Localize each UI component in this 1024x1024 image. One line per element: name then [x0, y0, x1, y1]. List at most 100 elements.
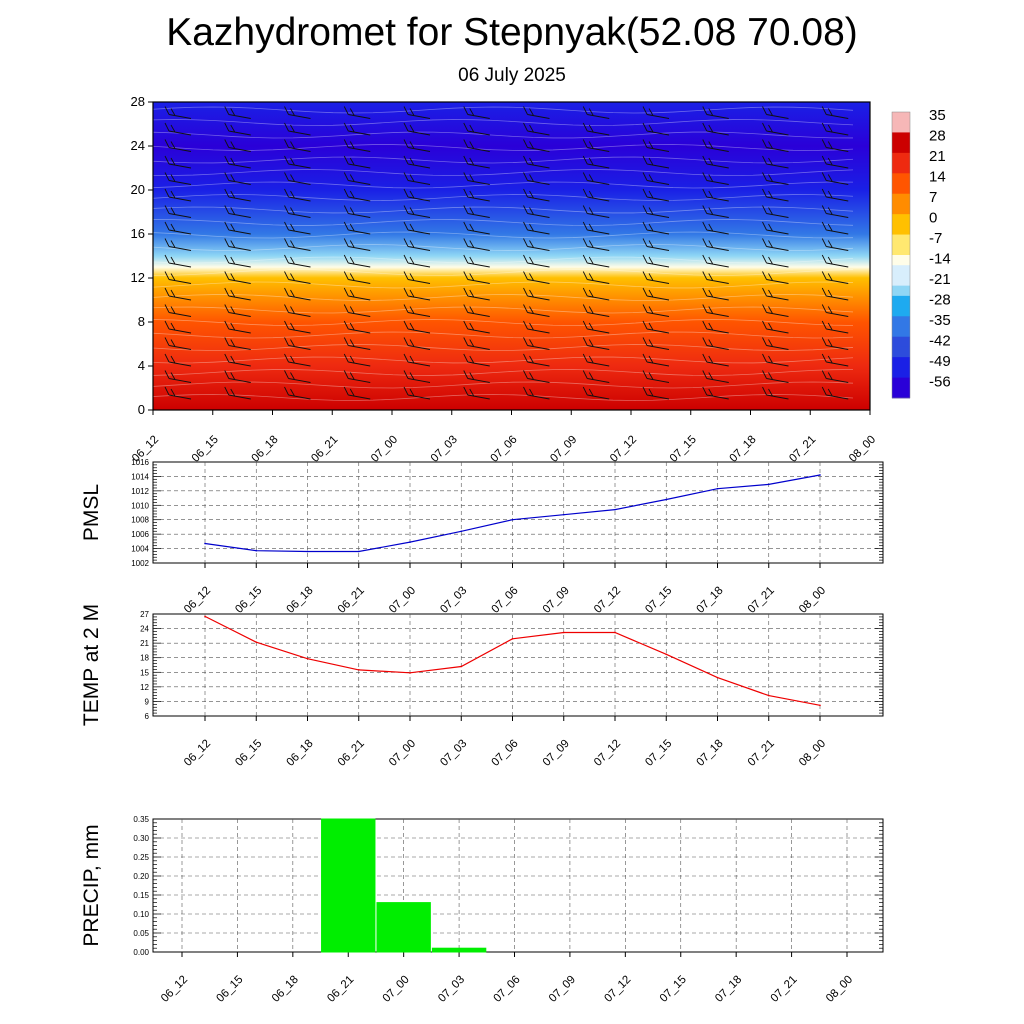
wind-barb: [582, 188, 610, 202]
wind-barb: [164, 386, 192, 400]
contour-line: [152, 244, 854, 251]
wind-barb: [343, 188, 371, 202]
colorbar-swatch: [892, 387, 910, 399]
wind-barb: [463, 205, 490, 218]
wind-barb: [284, 238, 311, 251]
pmsl-point: [409, 541, 411, 543]
contour-line: [152, 194, 854, 201]
wind-barb: [463, 386, 490, 400]
wind-barb: [284, 205, 311, 218]
wind-barb: [582, 370, 610, 383]
colorbar-swatch: [892, 132, 910, 144]
wind-barb: [403, 188, 431, 202]
contour-line: [152, 381, 854, 389]
wind-barb: [224, 122, 251, 136]
y-tick-label: 1010: [131, 501, 149, 510]
wind-barb: [762, 106, 789, 119]
wind-barb: [463, 122, 490, 136]
wind-barb: [762, 205, 789, 218]
x-tick-label: 07_03: [438, 738, 469, 769]
x-tick-label: 06_21: [336, 585, 367, 616]
wind-barb: [821, 320, 849, 334]
y-tick-label: 4: [138, 358, 145, 373]
wind-barb: [821, 221, 849, 235]
y-tick-label: 6: [145, 712, 150, 721]
wind-barb: [224, 337, 251, 350]
contour-line: [152, 169, 854, 176]
colorbar-label: 14: [929, 169, 946, 186]
pmsl-point: [716, 487, 719, 490]
colorbar-swatch: [892, 234, 910, 246]
wind-barb: [403, 106, 431, 119]
wind-barb: [762, 271, 789, 284]
wind-barb: [762, 238, 789, 251]
wind-barb: [523, 353, 550, 367]
wind-barb: [523, 172, 550, 185]
y-tick-label: 0.30: [133, 834, 149, 843]
wind-barb: [821, 370, 849, 383]
wind-barb: [821, 205, 849, 218]
wind-barb: [762, 337, 789, 350]
contour-line: [152, 306, 854, 314]
wind-barb: [343, 271, 371, 284]
x-tick-label: 07_15: [643, 585, 674, 616]
wind-barb: [821, 238, 849, 251]
wind-barb: [284, 320, 311, 334]
wind-barb: [702, 122, 729, 136]
contour-line: [152, 281, 854, 289]
wind-barb: [224, 287, 251, 301]
wind-barb: [523, 122, 550, 136]
y-tick-label: 1016: [131, 458, 149, 467]
wind-barb: [582, 106, 610, 119]
wind-barb: [582, 205, 610, 218]
wind-barb: [702, 139, 729, 152]
pmsl-ylabel: PMSL: [80, 484, 103, 541]
temp2m-point: [460, 665, 463, 668]
temp2m-point: [409, 671, 411, 674]
pmsl-point: [511, 518, 514, 521]
colorbar-label: -14: [929, 251, 951, 268]
x-tick-label: 07_09: [548, 434, 579, 465]
wind-barb: [403, 238, 431, 251]
colorbar-swatch: [892, 265, 910, 276]
wind-barb: [821, 287, 849, 301]
colorbar-swatch: [892, 357, 910, 368]
x-tick-label: 06_12: [182, 738, 213, 769]
wind-barb: [702, 155, 729, 169]
wind-barb: [642, 370, 670, 383]
y-tick-label: 27: [140, 610, 149, 619]
contour-line: [152, 294, 854, 301]
wind-barb: [642, 106, 670, 119]
wind-barb: [523, 320, 550, 334]
wind-barb: [821, 106, 849, 119]
wind-barb: [821, 271, 849, 284]
wind-barb: [224, 205, 251, 218]
wind-barb: [403, 205, 431, 218]
y-tick-label: 24: [131, 138, 145, 153]
wind-barb: [523, 304, 550, 317]
wind-barb: [403, 172, 431, 185]
y-tick-label: 0.25: [133, 853, 149, 862]
colorbar-swatch: [892, 163, 910, 174]
wind-barb: [582, 271, 610, 284]
contour-line: [152, 106, 854, 114]
colorbar-label: -7: [929, 230, 942, 247]
wind-barb: [403, 386, 431, 400]
chart-subtitle: 06 July 2025: [458, 65, 566, 86]
contour-lines: [152, 106, 854, 401]
wind-barb: [224, 353, 251, 367]
wind-barb: [642, 287, 670, 301]
wind-barb: [343, 320, 371, 334]
wind-barb: [224, 320, 251, 334]
wind-barb: [702, 188, 729, 202]
colorbar-swatch: [892, 367, 910, 378]
wind-barb: [224, 155, 251, 169]
y-tick-label: 0.10: [133, 910, 149, 919]
wind-barb: [821, 155, 849, 169]
wind-barb: [642, 337, 670, 350]
y-tick-label: 0.00: [133, 948, 149, 957]
wind-barb: [343, 106, 371, 119]
precip-minor-ticks: [153, 818, 883, 953]
wind-barb: [284, 122, 311, 136]
